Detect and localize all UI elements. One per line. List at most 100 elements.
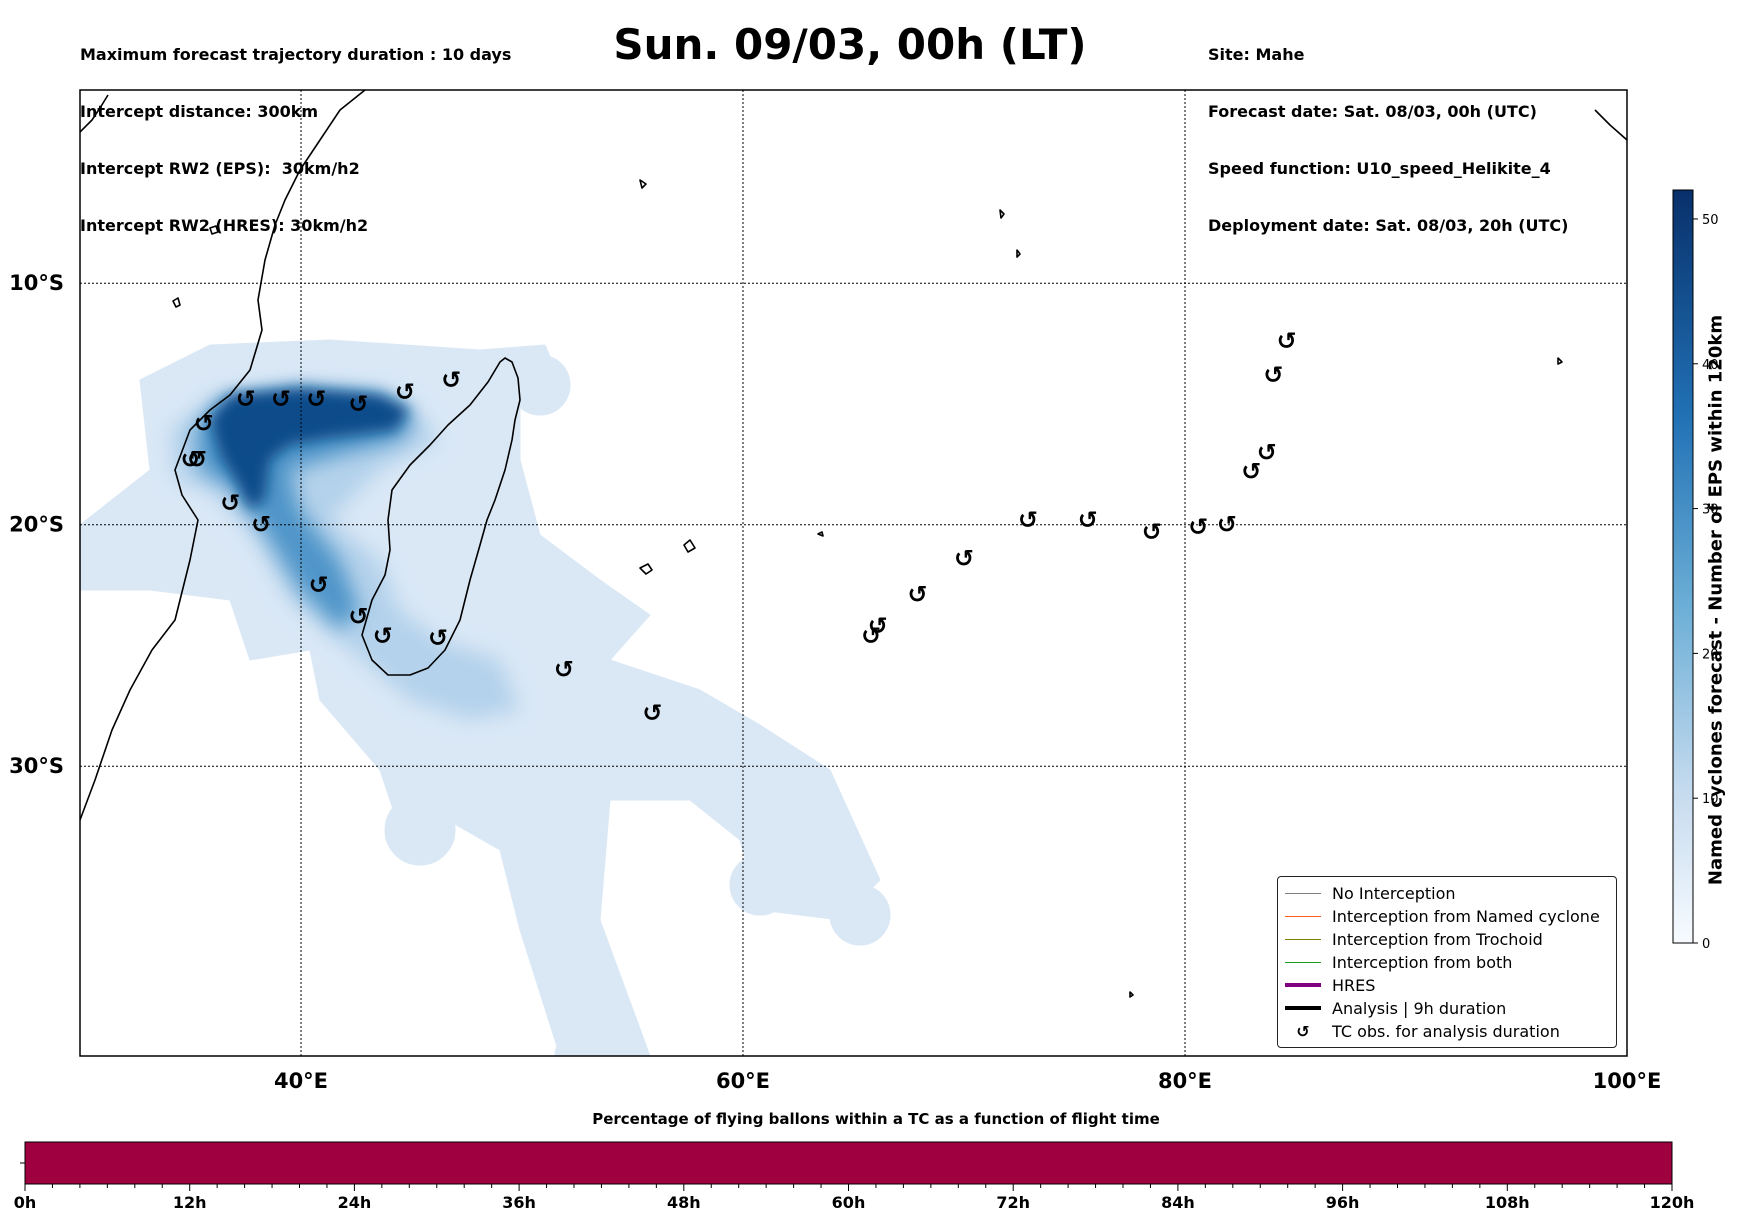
map-title: Sun. 09/03, 00h (LT) [613,20,1087,69]
flight-time-title: Percentage of flying ballons within a TC… [592,1110,1160,1128]
tc-observation-marker: ↺ [1188,513,1208,541]
param-line: Maximum forecast trajectory duration : 1… [80,45,512,64]
tc-observation-marker: ↺ [194,409,214,437]
legend-swatch [1284,915,1322,917]
flight-tick-label: 12h [173,1193,207,1212]
colorbar-ticks: 0 10 20 30 40 50 [1693,213,1719,952]
legend-no-interception: No Interception [1278,882,1456,904]
tc-observation-marker: ↺ [1241,458,1261,486]
legend-label: Analysis | 9h duration [1332,998,1507,1018]
param-line: Intercept distance: 300km [80,102,319,121]
tc-observations: ↺ ↺ ↺ ↺ ↺ ↺↺↺↺↺↺↺↺↺ ↺↺↺↺↺↺↺↺ ↺ ↺ ↺ ↺↺↺↺↺ [180,327,1296,727]
africa-coast [80,90,366,821]
flight-tick-label: 36h [502,1193,536,1212]
legend-label: HRES [1332,975,1376,995]
colorbar-tick-label: 50 [1702,213,1719,228]
param-line: Intercept RW2 (HRES): 30km/h2 [80,216,369,235]
site-line: Speed function: U10_speed_Helikite_4 [1208,159,1551,178]
rodrigues-island [817,531,824,537]
legend-label: Interception from both [1332,952,1513,972]
tc-observation-marker: ↺ [348,390,368,418]
sumatra-coast [1594,109,1627,141]
flight-tick-label: 48h [667,1193,701,1212]
site-line: Forecast date: Sat. 08/03, 00h (UTC) [1208,102,1537,121]
flight-tick-label: 60h [832,1193,866,1212]
legend-both: Interception from both [1278,951,1512,973]
flight-time-bar: 0h 12h 24h 36h 48h 60h 72h 84h 96h 108h 120h [14,1141,1695,1212]
tc-observation-marker: ↺ [271,385,291,413]
legend-named-cyclone: Interception from Named cyclone [1278,905,1600,927]
density-blob [509,354,571,416]
legend-trochoid: Interception from Trochoid [1278,928,1543,950]
zanzibar-island [209,225,219,235]
flight-tick-label: 120h [1650,1193,1695,1212]
param-line: Intercept RW2 (EPS): 30km/h2 [80,159,360,178]
comoros-island [172,297,181,308]
legend-hres: HRES [1278,974,1375,996]
tc-observation-marker: ↺ [1078,506,1098,534]
tc-observation-marker: ↺ [236,385,256,413]
maldives-island [999,209,1005,219]
tc-observation-marker: ↺ [441,366,461,394]
tc-observation-marker: ↺ [1277,327,1297,355]
graticule [80,90,1627,1056]
legend-swatch: ↺ [1284,1022,1322,1041]
lon-tick-label: 60°E [716,1069,770,1093]
site-line: Site: Mahe [1208,45,1305,64]
forecast-parameters: Maximum forecast trajectory duration : 1… [80,7,511,254]
flight-tick-label: 108h [1485,1193,1530,1212]
longitude-labels: 40°E 60°E 80°E 100°E [274,1069,1661,1093]
madagascar-coast [361,357,521,676]
legend-swatch [1284,961,1322,963]
flight-time-fill [24,1141,1673,1185]
lon-tick-label: 100°E [1593,1069,1662,1093]
tc-observation-marker: ↺ [554,656,574,684]
tc-observation-marker: ↺ [348,602,368,630]
flight-tick-label: 0h [14,1193,37,1212]
legend-swatch [1284,892,1322,894]
density-blob [384,794,456,866]
coastlines [80,90,1627,998]
colorbar-tick-label: 10 [1702,792,1719,807]
tc-observation-marker: ↺ [1018,506,1038,534]
tc-observation-marker: ↺ [1257,438,1277,466]
tc-observation-marker: ↺ [220,489,240,517]
tc-observation-marker: ↺ [428,624,448,652]
colorbar-tick-label: 40 [1702,358,1719,373]
flight-tick-label: 96h [1326,1193,1360,1212]
reunion-island [683,539,696,553]
density-core-band [210,388,410,510]
density-blob [554,1030,606,1056]
tc-observation-marker: ↺ [954,545,974,573]
legend-swatch [1284,983,1322,987]
tc-observation-marker: ↺ [1217,511,1237,539]
tc-observation-marker: ↺ [1263,361,1283,389]
flight-tick-label: 24h [338,1193,372,1212]
mauritius-island [639,563,653,575]
density-blob [829,884,891,946]
legend-label: TC obs. for analysis duration [1332,1021,1560,1041]
legend-label: Interception from Trochoid [1332,929,1543,949]
horn-coast [80,94,109,133]
tc-observation-marker: ↺ [395,378,415,406]
tc-observation-marker: ↺ [306,385,326,413]
tc-observation-marker: ↺ [180,445,200,473]
tc-observation-marker: ↺ [642,699,662,727]
site-line: Deployment date: Sat. 08/03, 20h (UTC) [1208,216,1569,235]
legend-swatch [1284,1006,1322,1010]
tc-symbol-icon: ↺ [1296,1021,1310,1041]
legend-tc-obs: ↺ TC obs. for analysis duration [1278,1020,1560,1042]
flight-tick-label: 84h [1161,1193,1195,1212]
tc-observation-marker: ↺ [309,571,329,599]
map-frame [79,89,1628,1057]
tc-observation-marker: ↺ [908,581,928,609]
tc-observation-marker: ↺ [1142,518,1162,546]
map-legend: No Interception Interception from Named … [1277,876,1617,1048]
lat-tick-label: 10°S [9,271,64,295]
tc-observation-marker: ↺ [861,622,881,650]
legend-label: No Interception [1332,883,1456,903]
latitude-labels: 10°S 20°S 30°S [9,271,64,778]
seychelles-island [639,179,647,189]
lat-tick-label: 30°S [9,754,64,778]
